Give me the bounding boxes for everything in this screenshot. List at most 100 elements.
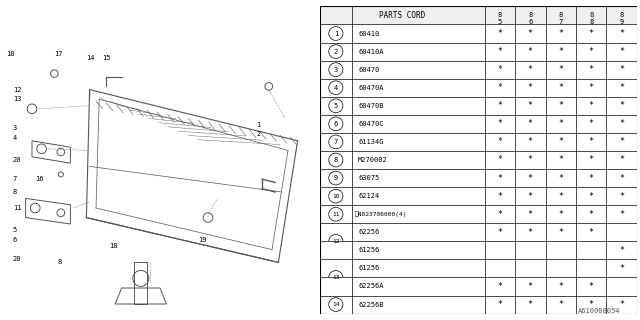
Text: 6: 6 — [333, 121, 338, 127]
Text: 12: 12 — [13, 87, 21, 92]
Text: *: * — [558, 210, 563, 219]
Text: *: * — [589, 29, 594, 38]
Text: 20: 20 — [13, 157, 21, 163]
Text: 8: 8 — [333, 157, 338, 163]
Text: 4: 4 — [333, 85, 338, 91]
Text: 8: 8 — [528, 12, 532, 18]
Text: *: * — [497, 65, 502, 74]
Text: *: * — [589, 210, 594, 219]
Text: *: * — [528, 47, 533, 56]
Text: 62256B: 62256B — [358, 301, 383, 308]
Bar — [320, 223, 637, 241]
Text: *: * — [497, 210, 502, 219]
Text: 14: 14 — [86, 55, 95, 60]
Text: *: * — [558, 83, 563, 92]
Text: *: * — [528, 119, 533, 128]
Text: *: * — [619, 210, 624, 219]
Text: *: * — [497, 101, 502, 110]
Text: 60470A: 60470A — [358, 85, 383, 91]
Bar — [320, 277, 637, 296]
Text: *: * — [619, 47, 624, 56]
Text: *: * — [528, 210, 533, 219]
Text: 61256: 61256 — [358, 247, 380, 253]
Text: *: * — [558, 282, 563, 291]
Text: *: * — [589, 65, 594, 74]
Bar — [320, 169, 637, 187]
Text: 7: 7 — [13, 176, 17, 182]
Text: *: * — [589, 119, 594, 128]
Text: *: * — [589, 156, 594, 164]
Text: *: * — [619, 137, 624, 147]
Text: *: * — [558, 173, 563, 183]
Text: 16: 16 — [35, 176, 44, 182]
Text: 60470B: 60470B — [358, 103, 383, 109]
Text: *: * — [589, 137, 594, 147]
Text: 1: 1 — [333, 30, 338, 36]
Text: *: * — [619, 156, 624, 164]
Text: *: * — [528, 173, 533, 183]
Bar — [320, 296, 637, 314]
Text: PARTS CORD: PARTS CORD — [380, 11, 426, 20]
Text: 60410: 60410 — [358, 30, 380, 36]
Text: 18: 18 — [109, 244, 117, 249]
Text: *: * — [497, 47, 502, 56]
Text: *: * — [589, 300, 594, 309]
Text: 20: 20 — [13, 256, 21, 262]
Text: 6: 6 — [528, 19, 532, 25]
Text: 11: 11 — [13, 205, 21, 211]
Text: *: * — [528, 101, 533, 110]
Text: *: * — [589, 282, 594, 291]
Text: 17: 17 — [54, 52, 63, 57]
Text: *: * — [619, 101, 624, 110]
Text: 4: 4 — [13, 135, 17, 140]
Text: 5: 5 — [498, 19, 502, 25]
Text: *: * — [528, 300, 533, 309]
Text: *: * — [497, 282, 502, 291]
Text: 11: 11 — [332, 212, 340, 217]
Text: 14: 14 — [332, 302, 340, 307]
Text: *: * — [558, 29, 563, 38]
Text: *: * — [589, 47, 594, 56]
Text: 61134G: 61134G — [358, 139, 383, 145]
Text: 10: 10 — [332, 194, 340, 199]
Text: *: * — [528, 137, 533, 147]
Text: 62256: 62256 — [358, 229, 380, 235]
Bar — [320, 79, 637, 97]
Text: *: * — [497, 119, 502, 128]
Text: *: * — [558, 119, 563, 128]
Bar — [320, 24, 637, 43]
Text: ⓃN023706000(4): ⓃN023706000(4) — [355, 212, 407, 217]
Text: A610000054: A610000054 — [579, 308, 621, 314]
Text: *: * — [528, 65, 533, 74]
Bar — [320, 260, 637, 277]
Text: 2: 2 — [256, 132, 260, 137]
Text: *: * — [619, 264, 624, 273]
Text: *: * — [558, 156, 563, 164]
Text: 9: 9 — [620, 19, 624, 25]
Bar — [320, 241, 637, 260]
Text: *: * — [589, 173, 594, 183]
Text: 8: 8 — [58, 260, 62, 265]
Text: *: * — [589, 228, 594, 237]
Text: *: * — [528, 83, 533, 92]
Text: 3: 3 — [13, 125, 17, 131]
Text: 62124: 62124 — [358, 193, 380, 199]
Text: *: * — [497, 29, 502, 38]
Text: 8: 8 — [13, 189, 17, 195]
Text: 18: 18 — [6, 52, 15, 57]
Text: *: * — [619, 65, 624, 74]
Bar — [320, 60, 637, 79]
Text: 8: 8 — [559, 12, 563, 18]
Text: 9: 9 — [333, 175, 338, 181]
Text: 12: 12 — [332, 239, 340, 244]
Text: *: * — [497, 137, 502, 147]
Text: *: * — [619, 300, 624, 309]
Text: *: * — [528, 282, 533, 291]
Text: 13: 13 — [332, 275, 340, 280]
Text: *: * — [589, 101, 594, 110]
Text: 63075: 63075 — [358, 175, 380, 181]
Bar — [320, 187, 637, 205]
Text: *: * — [497, 228, 502, 237]
Text: *: * — [619, 173, 624, 183]
Text: 8: 8 — [498, 12, 502, 18]
